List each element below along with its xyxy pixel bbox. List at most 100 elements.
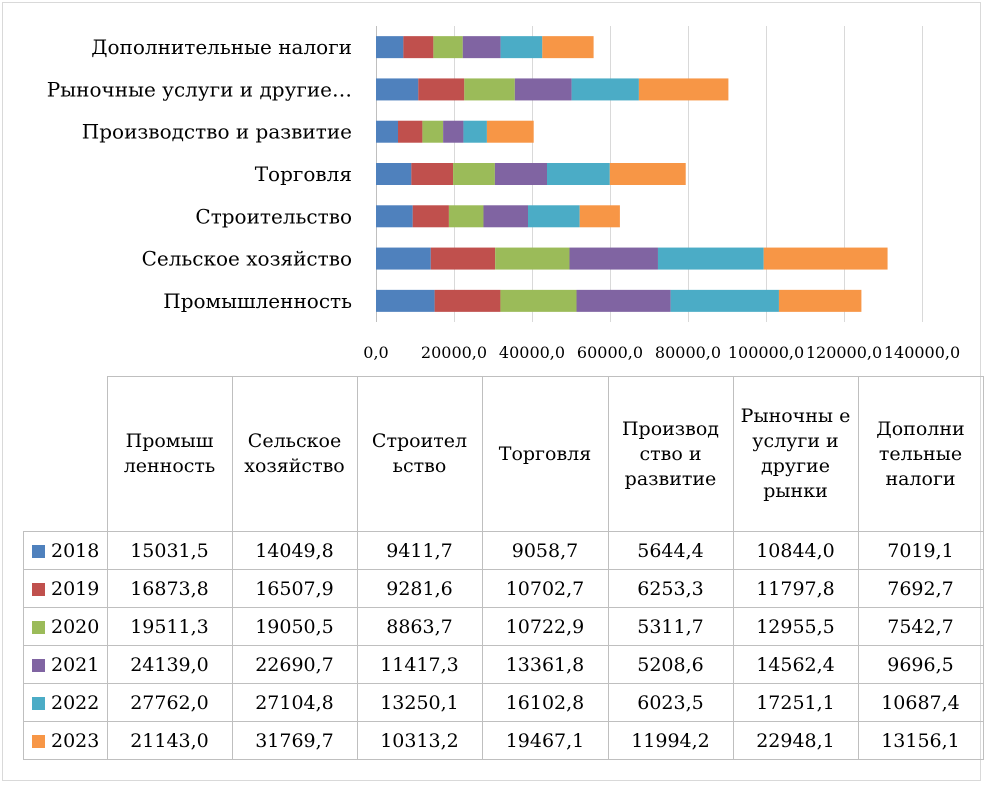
- table-cell: 14562,4: [732, 645, 859, 684]
- x-tick-label: 60000,0: [577, 343, 643, 362]
- bar-segment: [528, 205, 580, 228]
- legend-swatch: [32, 620, 45, 634]
- bar-segment: [453, 163, 495, 185]
- bar-segment: [403, 36, 434, 59]
- bar-segment: [483, 205, 528, 228]
- table-header-row: Промыш ленность Сельское хозяйство Строи…: [23, 376, 984, 532]
- table-header: Сельское хозяйство: [231, 376, 358, 532]
- table-cell: 10722,9: [481, 607, 609, 646]
- table-cell: 27762,0: [106, 683, 233, 722]
- table-cell: 6023,5: [607, 683, 734, 722]
- bar-segment: [411, 163, 454, 185]
- bar-segment: [434, 289, 501, 312]
- category-label: Рыночные услуги и другие…: [47, 77, 352, 101]
- table-corner: [23, 376, 108, 532]
- legend-label: 2021: [51, 653, 100, 676]
- bar-segment: [500, 289, 577, 312]
- legend-swatch: [32, 696, 45, 710]
- table-header: Дополни тельные налоги: [857, 376, 984, 532]
- bar-segment: [609, 163, 686, 185]
- legend-label: 2022: [51, 691, 100, 714]
- bar-segment: [398, 120, 423, 143]
- table-cell: 9696,5: [857, 645, 984, 684]
- table-cell: 7542,7: [857, 607, 984, 646]
- bar-segment: [376, 247, 431, 270]
- bar-segment: [376, 289, 435, 312]
- x-tick-label: 140000,0: [884, 343, 960, 362]
- legend-swatch: [32, 582, 45, 596]
- category-label: Промышленность: [163, 289, 352, 313]
- table-cell: 10702,7: [481, 569, 609, 608]
- table-cell: 10687,4: [857, 683, 984, 722]
- table-cell: 16873,8: [106, 569, 233, 608]
- x-tick-label: 100000,0: [728, 343, 804, 362]
- table-cell: 13250,1: [356, 683, 483, 722]
- x-tick-label: 120000,0: [806, 343, 882, 362]
- bar-segment: [463, 120, 487, 143]
- legend-key: 2022: [23, 683, 108, 722]
- table-cell: 19467,1: [481, 721, 609, 760]
- table-cell: 9281,6: [356, 569, 483, 608]
- legend-key: 2023: [23, 721, 108, 760]
- table-cell: 9411,7: [356, 531, 483, 570]
- bar-segment: [495, 247, 570, 270]
- bar-segment: [542, 36, 594, 59]
- table-cell: 5311,7: [607, 607, 734, 646]
- bar-segment: [376, 78, 419, 101]
- bar-segment: [412, 205, 449, 228]
- table-header: Производ ство и развитие: [607, 376, 734, 532]
- bar-segment: [443, 120, 464, 143]
- table-row: 2022 27762,0 27104,8 13250,1 16102,8 602…: [23, 683, 984, 722]
- bar-segment: [448, 205, 484, 228]
- table-header: Строител ьство: [356, 376, 483, 532]
- table-cell: 15031,5: [106, 531, 233, 570]
- table-cell: 9058,7: [481, 531, 609, 570]
- bar-segment: [422, 120, 444, 143]
- category-label: Строительство: [195, 204, 352, 228]
- table-cell: 16507,9: [231, 569, 358, 608]
- legend-swatch: [32, 658, 45, 672]
- table-cell: 7019,1: [857, 531, 984, 570]
- category-label: Сельское хозяйство: [142, 247, 352, 271]
- table-cell: 6253,3: [607, 569, 734, 608]
- table-cell: 11417,3: [356, 645, 483, 684]
- bar-segment: [433, 36, 463, 59]
- table-cell: 13361,8: [481, 645, 609, 684]
- bar-segment: [547, 163, 610, 185]
- gridlines: [376, 26, 923, 322]
- table-cell: 8863,7: [356, 607, 483, 646]
- table-cell: 11797,8: [732, 569, 859, 608]
- category-label: Производство и развитие: [82, 120, 352, 144]
- bar-segment: [571, 78, 639, 101]
- x-tick-label: 0,0: [363, 343, 388, 362]
- bar-segment: [462, 36, 501, 59]
- table-header: Торговля: [481, 376, 609, 532]
- bar-segment: [464, 78, 515, 101]
- table-cell: 7692,7: [857, 569, 984, 608]
- table-cell: 14049,8: [231, 531, 358, 570]
- bar-segment: [486, 120, 534, 143]
- x-tick-label: 40000,0: [499, 343, 565, 362]
- table-row: 2023 21143,0 31769,7 10313,2 19467,1 119…: [23, 721, 984, 760]
- bar-segment: [376, 163, 412, 185]
- table-cell: 16102,8: [481, 683, 609, 722]
- table-cell: 5644,4: [607, 531, 734, 570]
- table-cell: 24139,0: [106, 645, 233, 684]
- table-row: 2019 16873,8 16507,9 9281,6 10702,7 6253…: [23, 569, 984, 608]
- table-row: 2018 15031,5 14049,8 9411,7 9058,7 5644,…: [23, 531, 984, 570]
- legend-label: 2018: [51, 539, 100, 562]
- bar-segment: [657, 247, 764, 270]
- table-cell: 22690,7: [231, 645, 358, 684]
- table-cell: 27104,8: [231, 683, 358, 722]
- category-labels: Промышленность Сельское хозяйство Строител…: [47, 35, 352, 313]
- legend-swatch: [32, 734, 45, 748]
- bar-segment: [376, 205, 413, 228]
- legend-key: 2018: [23, 531, 108, 570]
- legend-key: 2021: [23, 645, 108, 684]
- category-label: Торговля: [255, 162, 352, 186]
- legend-key: 2020: [23, 607, 108, 646]
- table-cell: 12955,5: [732, 607, 859, 646]
- bar-segment: [500, 36, 543, 59]
- legend-label: 2020: [51, 615, 100, 638]
- bar-segment: [670, 289, 779, 312]
